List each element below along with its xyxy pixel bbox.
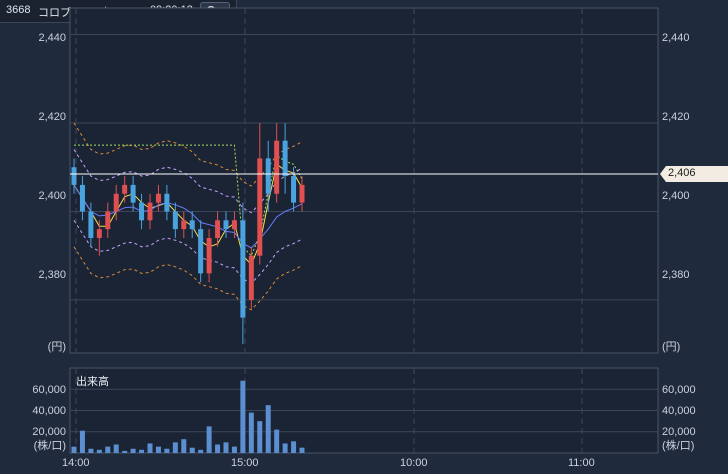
volume-bar (282, 443, 288, 453)
price-tick-left: 2,420 (38, 111, 66, 123)
price-tick-left: 2,440 (38, 32, 66, 44)
candle-body (257, 158, 263, 256)
volume-bar (299, 447, 305, 453)
volume-bar (122, 450, 128, 453)
volume-bar (274, 429, 280, 453)
time-tick: 15:00 (231, 457, 259, 469)
volume-tick-right: 20,000 (662, 426, 696, 438)
time-tick: 10:00 (400, 457, 428, 469)
price-tick-right: 2,440 (662, 32, 690, 44)
candle-body (88, 211, 94, 238)
candle-body (282, 140, 288, 177)
volume-bar (265, 405, 271, 453)
volume-bar (113, 444, 119, 453)
volume-bar (223, 442, 229, 453)
volume-tick-right: 60,000 (662, 384, 696, 396)
volume-unit-right: (株/口) (662, 440, 695, 452)
volume-bar (172, 442, 178, 453)
volume-bar (164, 448, 170, 453)
price-unit-right: (円) (662, 341, 681, 353)
volume-bar (105, 446, 111, 453)
volume-bar (206, 426, 212, 453)
candle-body (231, 220, 237, 230)
candle-body (265, 158, 271, 194)
candle-body (122, 184, 128, 194)
price-tick-left: 2,400 (38, 190, 66, 202)
band-upper-1 (73, 149, 303, 214)
price-tick-right: 2,400 (662, 190, 690, 202)
candle-body (181, 220, 187, 230)
candle-body (79, 184, 85, 212)
volume-bar (71, 446, 77, 453)
candle-body (71, 167, 77, 185)
candle-body (215, 220, 221, 238)
volume-bar (231, 446, 237, 453)
candle-body (130, 184, 136, 203)
envelope-line (74, 144, 303, 257)
moving-average-long (73, 184, 303, 249)
candle-body (105, 211, 111, 230)
candle-body (113, 193, 119, 212)
candle-body (155, 193, 161, 203)
volume-bar (139, 449, 145, 453)
candle-body (139, 202, 145, 221)
candle-body (96, 229, 102, 238)
candle-body (299, 184, 305, 203)
candle-body (248, 255, 254, 300)
time-tick: 14:00 (62, 457, 90, 469)
volume-bar (181, 439, 187, 453)
volume-bar (88, 448, 94, 453)
volume-bar (198, 449, 204, 453)
price-unit-left: (円) (47, 341, 66, 353)
price-panel (69, 7, 659, 354)
volume-tick-right: 40,000 (662, 405, 696, 417)
candle-body (164, 193, 170, 212)
band-lower-1 (73, 220, 303, 284)
volume-bar (215, 444, 221, 453)
volume-tick-left: 20,000 (32, 426, 66, 438)
volume-bar (130, 448, 136, 453)
instrument-code: 3668 (6, 4, 31, 16)
volume-panel-title: 出来高 (76, 376, 109, 388)
time-tick: 11:00 (568, 457, 595, 469)
volume-unit-left: (株/口) (33, 440, 66, 452)
volume-bar (291, 441, 297, 453)
volume-bar (189, 447, 195, 453)
volume-bar (147, 443, 153, 453)
volume-bar (155, 446, 161, 453)
moving-average-short (73, 163, 303, 266)
price-tick-left: 2,380 (38, 269, 66, 281)
band-lower-2 (73, 246, 303, 311)
volume-bar (96, 449, 102, 453)
price-tick-right: 2,380 (662, 269, 690, 281)
candle-body (274, 140, 280, 194)
volume-bar (257, 421, 263, 453)
candle-body (206, 238, 212, 274)
candle-body (291, 176, 297, 203)
candle-body (172, 211, 178, 230)
candle-body (240, 220, 246, 318)
current-price-tag: 2,406 (660, 166, 728, 182)
volume-bar (79, 430, 85, 453)
candle-body (147, 202, 153, 221)
candle-body (198, 229, 204, 274)
band-upper-2 (73, 122, 303, 187)
volume-bar (248, 412, 254, 453)
price-tick-right: 2,420 (662, 111, 690, 123)
volume-tick-left: 60,000 (32, 384, 66, 396)
current-price-label: 2,406 (668, 167, 696, 179)
volume-bar (240, 380, 246, 453)
volume-tick-left: 40,000 (32, 405, 66, 417)
candle-body (223, 220, 229, 230)
candle-body (189, 220, 195, 230)
